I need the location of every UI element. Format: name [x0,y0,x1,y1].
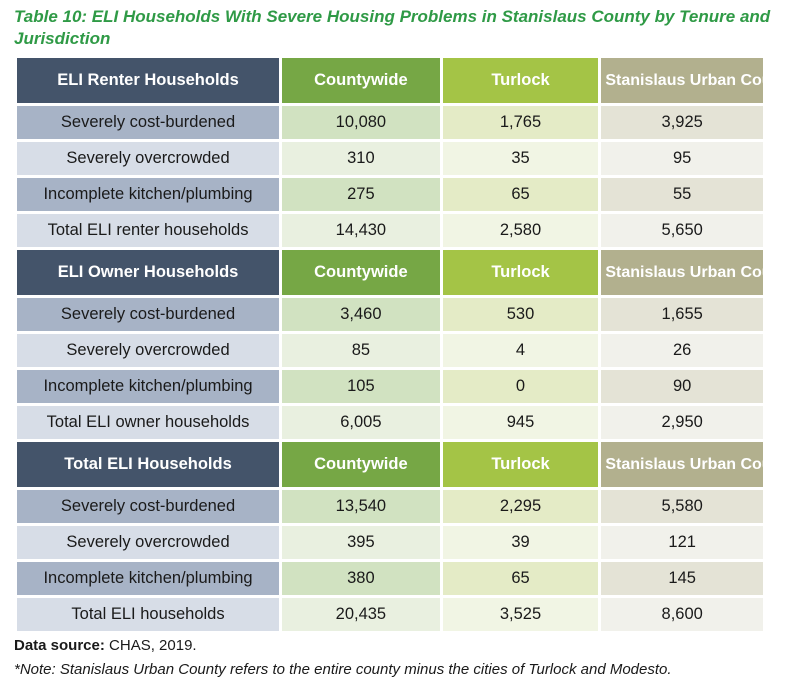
table-row: Incomplete kitchen/plumbing 105 0 90 [17,370,763,403]
row-label: Severely overcrowded [17,334,280,367]
row-label: Incomplete kitchen/plumbing [17,178,280,211]
cell-turlock: 2,580 [442,214,599,247]
column-header-urban-county: Stanislaus Urban County [601,442,763,487]
cell-countywide: 14,430 [282,214,440,247]
cell-turlock: 945 [442,406,599,439]
column-header-urban-county: Stanislaus Urban County* [601,58,763,103]
cell-turlock: 65 [442,562,599,595]
column-header-countywide: Countywide [282,58,440,103]
cell-countywide: 380 [282,562,440,595]
cell-turlock: 3,525 [442,598,599,631]
row-label: Total ELI owner households [17,406,280,439]
section-header-row: ELI Renter Households Countywide Turlock… [17,58,763,103]
row-label: Severely cost-burdened [17,298,280,331]
cell-turlock: 0 [442,370,599,403]
housing-problems-table: ELI Renter Households Countywide Turlock… [14,55,766,634]
cell-urban-county: 2,950 [601,406,763,439]
table-row: Total ELI owner households 6,005 945 2,9… [17,406,763,439]
column-header-countywide: Countywide [282,250,440,295]
cell-countywide: 85 [282,334,440,367]
cell-countywide: 10,080 [282,106,440,139]
cell-countywide: 310 [282,142,440,175]
cell-turlock: 2,295 [442,490,599,523]
section-header-row: Total ELI Households Countywide Turlock … [17,442,763,487]
row-label: Severely cost-burdened [17,490,280,523]
cell-countywide: 20,435 [282,598,440,631]
table-row: Severely cost-burdened 10,080 1,765 3,92… [17,106,763,139]
cell-countywide: 395 [282,526,440,559]
cell-countywide: 3,460 [282,298,440,331]
cell-urban-county: 90 [601,370,763,403]
section-header-renter: ELI Renter Households [17,58,280,103]
table-row: Incomplete kitchen/plumbing 275 65 55 [17,178,763,211]
column-header-turlock: Turlock [442,58,599,103]
cell-urban-county: 26 [601,334,763,367]
row-label: Incomplete kitchen/plumbing [17,370,280,403]
row-label: Incomplete kitchen/plumbing [17,562,280,595]
column-header-countywide: Countywide [282,442,440,487]
column-header-urban-county: Stanislaus Urban County [601,250,763,295]
table-row: Incomplete kitchen/plumbing 380 65 145 [17,562,763,595]
table-caption: Table 10: ELI Households With Severe Hou… [14,7,771,48]
table-row: Severely overcrowded 395 39 121 [17,526,763,559]
cell-urban-county: 8,600 [601,598,763,631]
section-header-total: Total ELI Households [17,442,280,487]
data-source-label: Data source: [14,637,105,654]
cell-urban-county: 3,925 [601,106,763,139]
data-source-footnote: Data source: CHAS, 2019. [14,636,197,656]
row-label: Total ELI households [17,598,280,631]
cell-countywide: 6,005 [282,406,440,439]
table-row: Total ELI households 20,435 3,525 8,600 [17,598,763,631]
table-row: Severely cost-burdened 3,460 530 1,655 [17,298,763,331]
row-label: Severely cost-burdened [17,106,280,139]
column-header-turlock: Turlock [442,442,599,487]
cell-turlock: 65 [442,178,599,211]
cell-urban-county: 145 [601,562,763,595]
cell-turlock: 530 [442,298,599,331]
cell-urban-county: 121 [601,526,763,559]
cell-turlock: 35 [442,142,599,175]
data-source-value: CHAS, 2019. [109,637,197,654]
note-footnote: *Note: Stanislaus Urban County refers to… [14,661,672,678]
cell-countywide: 275 [282,178,440,211]
table-row: Severely overcrowded 85 4 26 [17,334,763,367]
cell-countywide: 13,540 [282,490,440,523]
table-row: Severely cost-burdened 13,540 2,295 5,58… [17,490,763,523]
cell-countywide: 105 [282,370,440,403]
row-label: Severely overcrowded [17,142,280,175]
cell-urban-county: 5,650 [601,214,763,247]
section-header-owner: ELI Owner Households [17,250,280,295]
column-header-turlock: Turlock [442,250,599,295]
cell-turlock: 1,765 [442,106,599,139]
row-label: Total ELI renter households [17,214,280,247]
table-row: Severely overcrowded 310 35 95 [17,142,763,175]
cell-urban-county: 55 [601,178,763,211]
row-label: Severely overcrowded [17,526,280,559]
section-header-row: ELI Owner Households Countywide Turlock … [17,250,763,295]
cell-urban-county: 5,580 [601,490,763,523]
cell-turlock: 39 [442,526,599,559]
cell-urban-county: 95 [601,142,763,175]
cell-urban-county: 1,655 [601,298,763,331]
table-row: Total ELI renter households 14,430 2,580… [17,214,763,247]
cell-turlock: 4 [442,334,599,367]
